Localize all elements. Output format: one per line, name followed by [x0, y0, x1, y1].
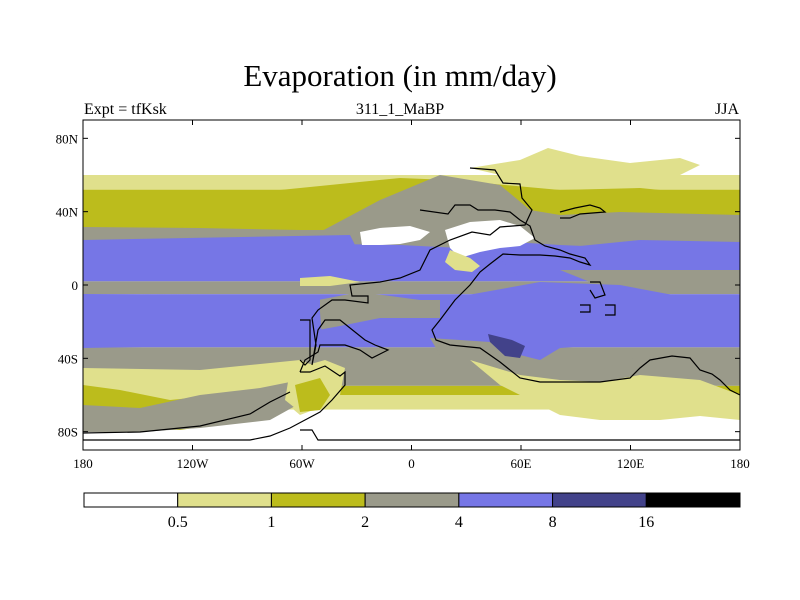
north-gray	[83, 175, 740, 250]
indian-ocean-deep	[488, 334, 525, 358]
y-tick-label: 40N	[56, 205, 79, 220]
africa-coast-yellow	[445, 250, 480, 272]
colorbar-label: 2	[361, 514, 369, 531]
colorbar-swatch	[552, 492, 647, 508]
colorbar-label: 16	[638, 514, 654, 531]
y-tick-label: 0	[72, 278, 79, 293]
south-blue-east	[440, 282, 740, 360]
y-tick-label: 80N	[56, 131, 79, 146]
colorbar-swatch	[645, 492, 741, 508]
colorbar-swatch	[364, 492, 460, 508]
period-label: 311_1_MaBP	[355, 101, 445, 118]
colorbar-label: 1	[267, 514, 275, 531]
x-tick-label: 180	[73, 456, 93, 471]
x-tick-label: 60E	[511, 456, 532, 471]
colorbar-swatch	[83, 492, 179, 508]
coastline-north-america	[299, 167, 533, 373]
south-blue-main	[83, 294, 322, 348]
arctic-yellow-light	[470, 148, 700, 186]
arabia-white	[360, 226, 430, 245]
south-yellow-east	[470, 360, 740, 420]
x-tick-label: 120W	[177, 456, 210, 471]
experiment-label: Expt = tfKsk	[84, 101, 167, 118]
x-tick-label: 180	[730, 456, 750, 471]
y-tick-label: 40S	[58, 351, 78, 366]
north-cap-white	[83, 120, 740, 166]
colorbar-label: 8	[549, 514, 557, 531]
colorbar-label: 4	[455, 514, 463, 531]
coastline-east-asia	[559, 204, 607, 219]
x-tick-label: 60W	[289, 456, 315, 471]
chart-title: Evaporation (in mm/day)	[243, 58, 557, 93]
map-field	[83, 120, 740, 450]
equator-yellow-strip	[300, 276, 360, 286]
coastline-peninsula	[299, 319, 311, 366]
colorbar-swatch	[270, 492, 366, 508]
sahara-white	[445, 220, 535, 258]
southern-ocean-white	[83, 420, 740, 450]
x-tick-label: 120E	[617, 456, 645, 471]
south-america-gray	[318, 292, 440, 330]
zonal-band-8	[83, 385, 740, 395]
patagonia-yellow-dark	[295, 378, 330, 412]
season-label: JJA	[714, 101, 739, 118]
coastline-antarctic	[300, 429, 740, 441]
coastline-europe-asia	[419, 204, 740, 396]
colorbar-label: 0.5	[168, 514, 188, 531]
coastline-south-america	[83, 365, 346, 441]
south-gray-band	[83, 370, 320, 432]
mid-blue-main	[83, 235, 360, 276]
coastline-islands	[580, 281, 616, 316]
colorbar-swatch	[177, 492, 272, 508]
x-tick-label: 0	[408, 456, 415, 471]
colorbar-swatch	[458, 492, 554, 508]
y-tick-label: 80S	[58, 425, 78, 440]
